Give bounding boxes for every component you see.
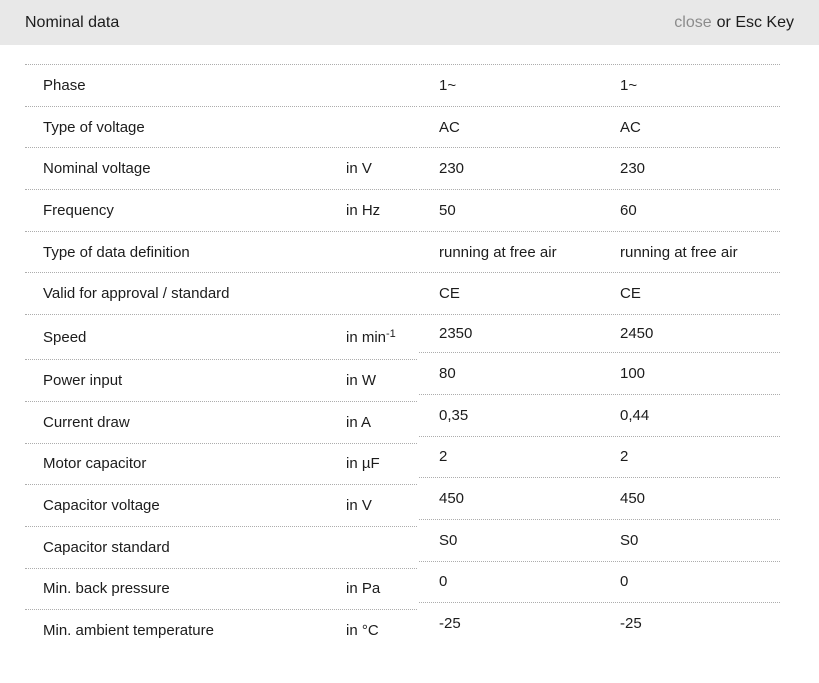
table-row-values: S0 S0	[419, 518, 780, 561]
row-label: Capacitor standard	[43, 538, 170, 556]
row-value: 80	[439, 364, 456, 382]
row-label: Nominal voltage	[43, 160, 151, 178]
row-label: Capacitor voltage	[43, 497, 160, 515]
table-row: Type of voltage	[25, 105, 417, 148]
row-label: Min. ambient temperature	[43, 622, 214, 640]
table-row: Motor capacitor in µF	[25, 442, 417, 485]
table-row: Valid for approval / standard	[25, 272, 417, 314]
table-row: Min. ambient temperature in °C	[25, 609, 417, 651]
row-unit: in V	[346, 497, 372, 515]
row-value: 0,35	[439, 406, 469, 424]
table-row: Capacitor voltage in V	[25, 484, 417, 526]
table-row-values: 80 100	[419, 352, 780, 394]
nominal-data-table: Phase Type of voltage Nominal voltage in V F…	[25, 64, 819, 651]
row-value: 0,44	[620, 406, 650, 424]
row-value: 2	[439, 448, 448, 466]
table-row: Min. back pressure in Pa	[25, 567, 417, 610]
table-row: Current draw in A	[25, 400, 417, 443]
row-value: CE	[439, 285, 460, 303]
row-value: -25	[620, 615, 642, 633]
table-row: Power input in W	[25, 359, 417, 401]
row-unit: in °C	[346, 622, 379, 640]
table-row: Speed in min-1	[25, 314, 417, 359]
row-label: Current draw	[43, 413, 130, 431]
table-row-values: CE CE	[419, 272, 780, 314]
row-value: 0	[620, 573, 629, 591]
row-unit: in Hz	[346, 201, 381, 219]
row-value: S0	[620, 531, 639, 549]
row-label: Motor capacitor	[43, 455, 147, 473]
row-label: Power input	[43, 371, 123, 389]
table-row-values: 1~ 1~	[419, 64, 780, 106]
row-value: 50	[439, 201, 456, 219]
table-row-values: AC AC	[419, 105, 780, 148]
table-row: Frequency in Hz	[25, 189, 417, 231]
row-value: AC	[620, 118, 641, 136]
row-label: Valid for approval / standard	[43, 285, 230, 303]
row-value: 450	[439, 490, 465, 508]
row-value: 1~	[439, 76, 457, 94]
row-value: 60	[620, 201, 637, 219]
row-value: 2350	[439, 325, 473, 343]
table-row: Nominal voltage in V	[25, 147, 417, 189]
row-value: AC	[439, 118, 460, 136]
row-value: running at free air	[620, 243, 738, 261]
row-unit: in A	[346, 413, 372, 431]
table-row: Type of data definition	[25, 230, 417, 273]
esc-key-hint: or Esc Key	[716, 13, 794, 31]
table-row-values: 230 230	[419, 147, 780, 189]
row-value: 100	[620, 364, 646, 382]
table-row-values: running at free air running at free air	[419, 230, 780, 273]
row-value: CE	[620, 285, 641, 303]
row-value: 230	[439, 160, 465, 178]
row-label: Min. back pressure	[43, 580, 170, 598]
row-label: Frequency	[43, 201, 114, 219]
row-value: 2	[620, 448, 629, 466]
row-value: 0	[439, 573, 448, 591]
table-row-values: 0,35 0,44	[419, 393, 780, 436]
table-row: Phase	[25, 64, 417, 106]
row-label: Speed	[43, 328, 87, 346]
row-value: 230	[620, 160, 646, 178]
unit-superscript: -1	[386, 327, 396, 340]
table-row-values: 2350 2450	[419, 314, 780, 352]
close-control: close or Esc Key	[674, 14, 794, 32]
table-row: Capacitor standard	[25, 525, 417, 568]
row-unit: in Pa	[346, 580, 381, 598]
labels-column: Phase Type of voltage Nominal voltage in V F…	[25, 64, 417, 651]
row-value: 450	[620, 490, 646, 508]
row-unit: in W	[346, 371, 376, 389]
row-value: running at free air	[439, 243, 557, 261]
values-columns: 1~ 1~ AC AC 230 230 50 60 running at free air run…	[419, 64, 780, 651]
row-value: S0	[439, 531, 458, 549]
row-value: 1~	[620, 76, 638, 94]
close-button[interactable]: close	[674, 13, 712, 31]
table-row-values: -25 -25	[419, 602, 780, 644]
row-value: -25	[439, 615, 461, 633]
row-unit: in µF	[346, 455, 380, 473]
row-unit: in V	[346, 160, 372, 178]
row-label: Type of data definition	[43, 243, 190, 261]
dialog-header: Nominal data close or Esc Key	[0, 0, 819, 45]
table-row-values: 450 450	[419, 477, 780, 519]
row-unit: in min-1	[346, 327, 396, 346]
row-label: Type of voltage	[43, 118, 145, 136]
nominal-data-dialog: Nominal data close or Esc Key Phase Type …	[0, 0, 819, 651]
row-label: Phase	[43, 76, 86, 94]
table-row-values: 50 60	[419, 189, 780, 231]
dialog-title: Nominal data	[25, 13, 120, 31]
row-value: 2450	[620, 325, 654, 343]
